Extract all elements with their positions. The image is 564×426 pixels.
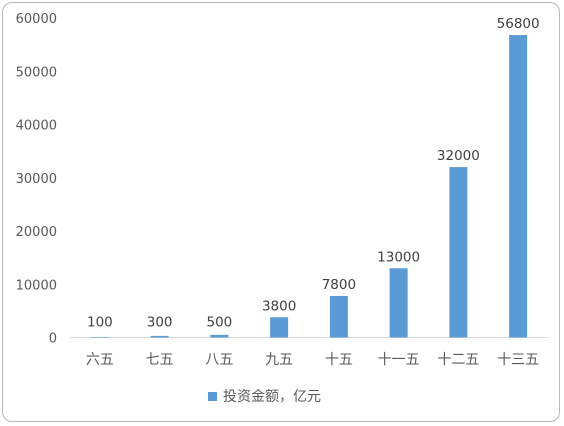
legend-swatch [208, 392, 217, 401]
y-tick-label: 10000 [16, 278, 57, 293]
x-tick-label: 十一五 [378, 352, 420, 368]
y-tick-label: 40000 [16, 119, 57, 134]
data-label: 500 [206, 315, 232, 331]
legend: 投资金额，亿元 [208, 389, 321, 405]
bar [509, 35, 528, 338]
bar [150, 335, 169, 338]
x-tick-label: 七五 [146, 352, 174, 368]
bar [210, 334, 229, 338]
data-label: 7800 [322, 277, 356, 293]
bar-series [90, 35, 528, 338]
x-tick-label: 九五 [265, 352, 293, 368]
data-label: 56800 [497, 16, 540, 32]
bar [329, 295, 348, 338]
x-tick-label: 十二五 [437, 352, 479, 368]
data-labels: 100 300 500 3800 7800 13000 32000 56800 [87, 16, 540, 330]
x-tick-label: 六五 [86, 352, 114, 368]
bar [449, 167, 468, 338]
data-label: 300 [147, 315, 173, 331]
bar [90, 336, 109, 338]
y-tick-label: 20000 [16, 225, 57, 240]
bar [389, 268, 408, 338]
x-tick-label: 十五 [325, 352, 353, 368]
data-label: 100 [87, 315, 113, 331]
y-tick-label: 30000 [16, 172, 57, 187]
data-label: 3800 [262, 298, 296, 314]
bar [270, 317, 289, 338]
y-tick-label: 50000 [16, 65, 57, 80]
x-tick-label: 十三五 [497, 352, 539, 368]
data-label: 32000 [437, 148, 480, 164]
x-tick-label: 八五 [205, 352, 233, 368]
y-axis-ticks: 0 10000 20000 30000 40000 50000 60000 [16, 12, 57, 347]
legend-label: 投资金额，亿元 [223, 389, 321, 405]
y-tick-label: 0 [49, 332, 57, 347]
x-axis-ticks: 六五 七五 八五 九五 十五 十一五 十二五 十三五 [86, 352, 539, 368]
data-label: 13000 [377, 249, 420, 265]
y-tick-label: 60000 [16, 12, 57, 27]
